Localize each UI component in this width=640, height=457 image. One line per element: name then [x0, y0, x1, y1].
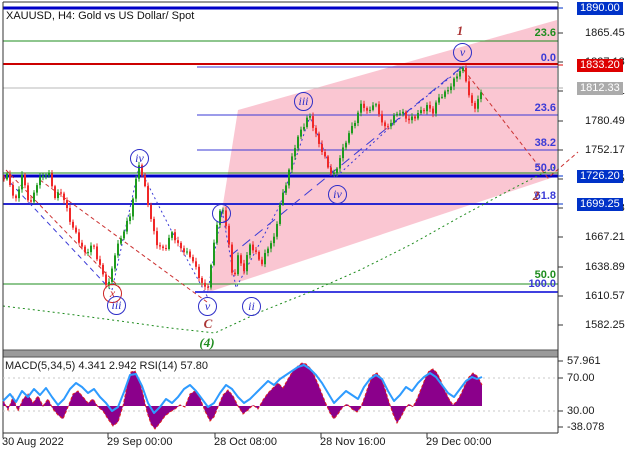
macd-histogram [3, 363, 482, 429]
rsi-line [2, 364, 483, 414]
